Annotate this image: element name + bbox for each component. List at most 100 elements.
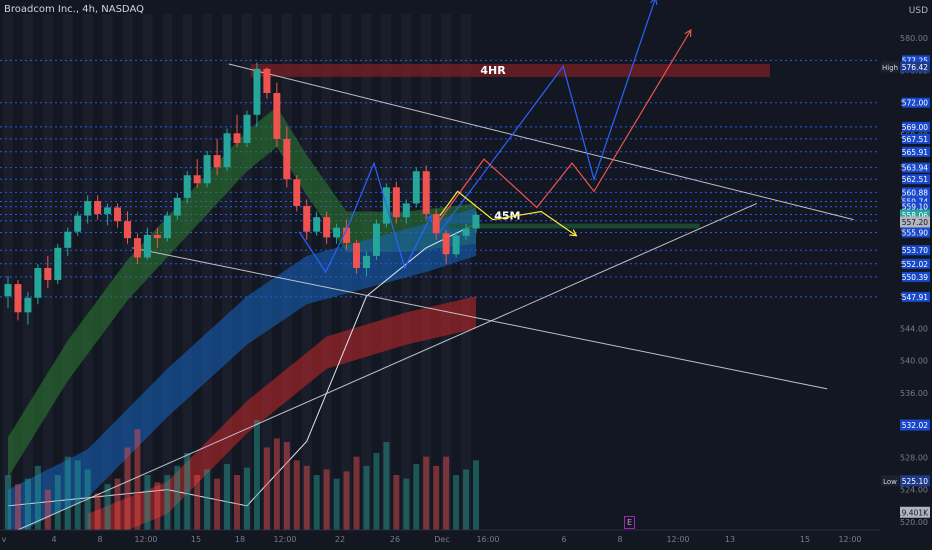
volume-bar bbox=[154, 482, 161, 530]
volume-bar bbox=[74, 460, 81, 530]
price-level-badge bbox=[902, 227, 930, 238]
price-level-badge bbox=[902, 258, 930, 269]
session-stripe bbox=[261, 14, 272, 530]
x-tick-label: 6 bbox=[561, 535, 566, 544]
price-level-label: 577.25 bbox=[902, 56, 928, 65]
session-stripe bbox=[242, 14, 252, 530]
candle-body bbox=[283, 138, 291, 180]
axis-tag bbox=[881, 61, 899, 73]
time-axis: v 4 8 12:00 15 18 12:00 22 26 Dec 16:00 6 8 12:00 13 15… bbox=[0, 529, 932, 550]
price-level-label: 547.91 bbox=[902, 293, 928, 302]
moving-average-line bbox=[7, 223, 477, 507]
volume-bar bbox=[64, 456, 71, 530]
x-tick-label: v bbox=[2, 535, 7, 544]
volume-bar bbox=[353, 456, 360, 530]
axis-tag-label: High bbox=[882, 64, 898, 72]
candle-body bbox=[74, 215, 82, 232]
volume-bar bbox=[453, 475, 460, 530]
zone-label: 45M bbox=[494, 210, 520, 223]
session-stripe bbox=[441, 14, 452, 530]
price-level-label: 559.10 bbox=[902, 203, 928, 212]
projection-paths bbox=[298, 0, 692, 274]
price-level-badge bbox=[902, 201, 930, 212]
candle-body bbox=[372, 223, 380, 256]
candle-body bbox=[114, 207, 122, 222]
x-tick-label: 18 bbox=[235, 535, 245, 544]
axis-badge-label: 19.401K bbox=[897, 508, 929, 517]
supply-demand-zones: 4HR 45M bbox=[250, 63, 771, 229]
volume-bar bbox=[204, 469, 211, 530]
volume-bars bbox=[5, 420, 479, 530]
axis-badge bbox=[900, 506, 930, 518]
volume-bar bbox=[124, 447, 131, 530]
price-level-label: 550.39 bbox=[902, 273, 928, 282]
candle-body bbox=[472, 214, 480, 229]
price-level-badge bbox=[902, 291, 930, 302]
currency-label: USD bbox=[908, 6, 928, 16]
y-tick-label: 580.00 bbox=[900, 34, 928, 43]
candle-body bbox=[422, 171, 430, 214]
volume-bar bbox=[433, 465, 440, 530]
zone-label: 4HR bbox=[480, 64, 506, 77]
price-level-badge bbox=[902, 55, 930, 66]
candle-body bbox=[133, 238, 141, 258]
axis-badge bbox=[900, 216, 930, 228]
candle-body bbox=[343, 227, 351, 243]
volume-bar bbox=[363, 465, 370, 530]
candle-body bbox=[143, 234, 151, 258]
zone-box bbox=[448, 223, 700, 229]
session-stripe bbox=[82, 14, 93, 530]
x-tick-label: 16:00 bbox=[476, 535, 499, 544]
trendline bbox=[228, 63, 854, 221]
candle-body bbox=[263, 68, 271, 94]
moving-average-ribbons bbox=[7, 106, 477, 547]
earnings-event-icon[interactable]: E bbox=[624, 516, 635, 529]
x-tick-label: 12:00 bbox=[838, 535, 861, 544]
y-tick-label: 544.00 bbox=[900, 324, 928, 333]
price-level-label: 562.51 bbox=[902, 175, 928, 184]
volume-bar bbox=[333, 478, 340, 530]
volume-bar bbox=[463, 469, 470, 530]
candle-body bbox=[223, 133, 231, 168]
candle-body bbox=[452, 235, 460, 255]
volume-bar bbox=[393, 475, 400, 530]
blue-ribbon bbox=[8, 207, 476, 539]
x-tick-label: 15 bbox=[800, 535, 810, 544]
candle-body bbox=[4, 284, 12, 297]
candle-body bbox=[353, 242, 361, 268]
price-level-badge bbox=[902, 133, 930, 144]
candle-body bbox=[442, 233, 450, 255]
volume-bar bbox=[114, 478, 121, 530]
x-tick-label: 8 bbox=[97, 535, 102, 544]
session-stripe bbox=[222, 14, 233, 530]
x-tick-label: 12:00 bbox=[666, 535, 689, 544]
candle-body bbox=[153, 234, 161, 239]
candle-body bbox=[94, 201, 102, 214]
session-stripe bbox=[182, 14, 193, 530]
axis-badge-label: 525.10 bbox=[902, 477, 928, 486]
axis-tag-label: Low bbox=[883, 478, 897, 486]
x-tick-label: 12:00 bbox=[134, 535, 157, 544]
trendline bbox=[131, 247, 828, 390]
candle-body bbox=[432, 213, 440, 234]
candle-body bbox=[293, 179, 301, 206]
candle-body bbox=[64, 231, 72, 248]
candle-body bbox=[44, 267, 52, 281]
volume-bar bbox=[373, 453, 380, 530]
projection-arrowhead bbox=[569, 229, 578, 237]
time-axis-panel bbox=[0, 530, 932, 550]
volume-bar bbox=[14, 484, 21, 530]
session-stripe bbox=[162, 14, 173, 530]
axis-badge-label: 557.20 bbox=[902, 218, 928, 227]
volume-bar bbox=[263, 447, 270, 530]
projection-path bbox=[439, 190, 577, 237]
volume-bar bbox=[34, 465, 41, 530]
price-level-badge bbox=[902, 271, 930, 282]
candle-body bbox=[273, 93, 281, 139]
candle-body bbox=[24, 297, 32, 313]
y-tick-label: 540.00 bbox=[900, 357, 928, 366]
volume-bar bbox=[273, 438, 280, 530]
axis-badge bbox=[900, 419, 930, 431]
price-level-label: 555.90 bbox=[902, 228, 928, 237]
